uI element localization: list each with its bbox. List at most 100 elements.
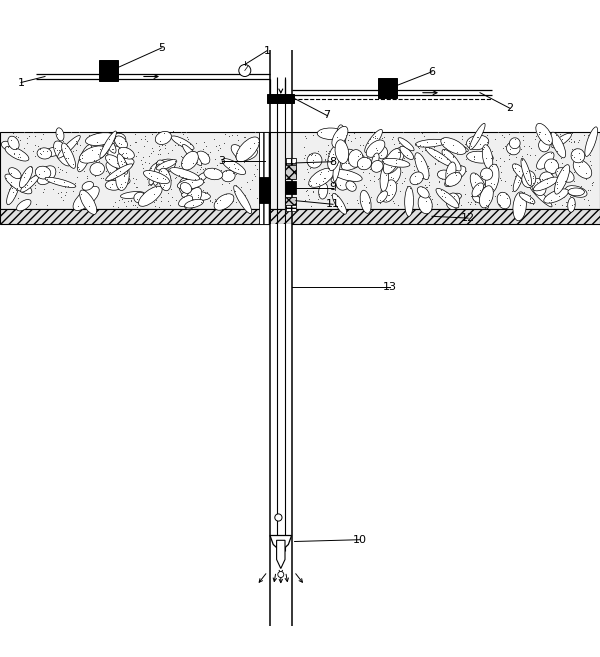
Ellipse shape	[470, 124, 485, 150]
Ellipse shape	[178, 178, 204, 189]
Bar	[285, 205, 296, 211]
Bar	[259, 131, 270, 224]
Ellipse shape	[442, 142, 468, 152]
Ellipse shape	[43, 147, 65, 156]
Ellipse shape	[8, 168, 21, 179]
Ellipse shape	[506, 142, 520, 155]
Ellipse shape	[383, 148, 401, 174]
Ellipse shape	[346, 181, 356, 191]
Ellipse shape	[332, 170, 362, 181]
Ellipse shape	[221, 170, 235, 182]
Ellipse shape	[358, 157, 371, 170]
Ellipse shape	[117, 154, 128, 174]
Text: 10: 10	[353, 535, 367, 545]
Ellipse shape	[544, 189, 568, 203]
Ellipse shape	[155, 131, 172, 145]
Ellipse shape	[371, 153, 379, 168]
Ellipse shape	[481, 168, 493, 180]
Circle shape	[239, 64, 251, 76]
Ellipse shape	[179, 196, 193, 206]
Ellipse shape	[77, 145, 92, 171]
Ellipse shape	[5, 147, 29, 161]
Bar	[285, 158, 296, 166]
Ellipse shape	[568, 197, 575, 212]
Ellipse shape	[467, 151, 493, 163]
Ellipse shape	[82, 181, 94, 191]
Ellipse shape	[37, 166, 56, 185]
Ellipse shape	[196, 151, 210, 164]
Ellipse shape	[19, 166, 32, 188]
Ellipse shape	[236, 147, 257, 161]
Ellipse shape	[552, 133, 571, 148]
Ellipse shape	[382, 158, 410, 167]
Ellipse shape	[482, 187, 489, 209]
Text: 5: 5	[158, 43, 166, 53]
Ellipse shape	[529, 185, 552, 207]
Ellipse shape	[539, 139, 550, 152]
Ellipse shape	[335, 140, 349, 164]
Bar	[99, 60, 118, 81]
Ellipse shape	[445, 177, 456, 187]
Text: 11: 11	[326, 199, 340, 210]
Ellipse shape	[328, 145, 340, 171]
Ellipse shape	[377, 146, 388, 159]
Ellipse shape	[536, 152, 554, 170]
Ellipse shape	[309, 168, 334, 187]
Bar	[285, 181, 296, 194]
Ellipse shape	[134, 193, 145, 203]
Ellipse shape	[554, 165, 569, 194]
Ellipse shape	[377, 191, 388, 202]
Ellipse shape	[158, 168, 171, 191]
Ellipse shape	[509, 138, 520, 148]
Ellipse shape	[380, 180, 397, 202]
Ellipse shape	[106, 164, 133, 181]
Ellipse shape	[536, 124, 553, 145]
Bar	[268, 94, 295, 103]
Ellipse shape	[103, 134, 116, 153]
Ellipse shape	[106, 155, 123, 168]
Ellipse shape	[157, 160, 168, 176]
Ellipse shape	[337, 125, 346, 149]
Ellipse shape	[513, 169, 524, 192]
Ellipse shape	[170, 168, 200, 180]
Ellipse shape	[568, 188, 584, 196]
Text: 1: 1	[263, 46, 271, 56]
Ellipse shape	[100, 131, 116, 158]
Ellipse shape	[341, 154, 364, 170]
Text: 3: 3	[218, 156, 226, 166]
Ellipse shape	[319, 183, 328, 199]
Ellipse shape	[415, 139, 446, 147]
Bar	[0, 208, 600, 224]
Ellipse shape	[545, 159, 559, 173]
Ellipse shape	[15, 176, 26, 183]
Bar	[285, 166, 296, 179]
Text: 9: 9	[329, 183, 337, 193]
Ellipse shape	[185, 199, 203, 208]
Ellipse shape	[425, 147, 454, 167]
Ellipse shape	[204, 168, 223, 180]
Ellipse shape	[418, 194, 432, 214]
Ellipse shape	[566, 186, 587, 197]
Text: 13: 13	[383, 281, 397, 292]
Ellipse shape	[20, 175, 39, 192]
Ellipse shape	[182, 145, 202, 166]
Ellipse shape	[222, 158, 245, 175]
Ellipse shape	[551, 132, 566, 158]
Ellipse shape	[333, 150, 341, 181]
Ellipse shape	[35, 166, 51, 179]
Ellipse shape	[482, 145, 493, 170]
Ellipse shape	[417, 187, 429, 198]
Ellipse shape	[336, 173, 350, 190]
Ellipse shape	[195, 172, 208, 183]
Ellipse shape	[149, 162, 160, 185]
Ellipse shape	[441, 138, 466, 154]
Text: 6: 6	[428, 67, 436, 77]
Ellipse shape	[231, 145, 247, 160]
Bar	[378, 78, 397, 97]
Ellipse shape	[556, 168, 574, 182]
Ellipse shape	[479, 186, 493, 208]
Text: 7: 7	[323, 110, 331, 120]
Ellipse shape	[472, 183, 484, 197]
Polygon shape	[277, 540, 285, 568]
Circle shape	[278, 572, 284, 578]
